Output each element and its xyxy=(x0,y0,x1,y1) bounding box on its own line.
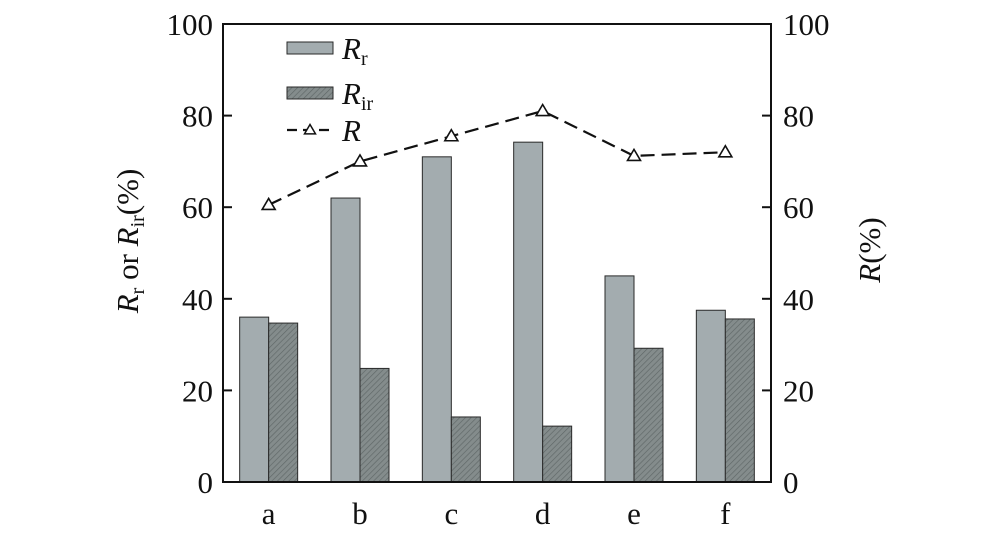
bar-Rir-f xyxy=(724,318,755,483)
legend-label-main: R xyxy=(341,31,361,66)
x-tick-label-e: e xyxy=(627,496,641,531)
point-R-e xyxy=(626,147,642,162)
y-axis-label-part: R xyxy=(110,227,145,247)
bar-Rr-d xyxy=(513,141,544,483)
y-axis-label: Rr or Rir(%) xyxy=(110,169,149,315)
point-R-c xyxy=(443,128,460,142)
point-R-b xyxy=(352,153,368,167)
bar-Rir-d xyxy=(542,425,573,483)
x-tick-label-d: d xyxy=(535,496,551,531)
x-tick-label-b: b xyxy=(352,496,368,531)
legend-label-Rr: Rr xyxy=(341,31,368,70)
legend-label-main: R xyxy=(341,76,361,111)
bars-group xyxy=(239,141,755,483)
legend-swatch-Rir xyxy=(286,86,334,100)
y-axis-label-part: r xyxy=(127,287,149,294)
y-tick-label: 80 xyxy=(182,99,213,134)
legend-label-sub: ir xyxy=(361,93,374,115)
axis-labels: Rr or Rir(%)R(%) xyxy=(110,169,887,315)
line-R xyxy=(268,109,726,206)
legend-label-main: R xyxy=(341,113,361,148)
y2-tick-label: 0 xyxy=(783,465,799,500)
y-tick-label: 60 xyxy=(182,190,213,225)
y-axis-label-part: or xyxy=(110,246,145,287)
y2-axis-label-part: (%) xyxy=(852,217,887,263)
point-R-a xyxy=(260,196,277,211)
line-series-group xyxy=(260,102,734,211)
bar-Rr-f xyxy=(695,309,726,483)
y-tick-label: 100 xyxy=(167,7,214,42)
y2-tick-label: 40 xyxy=(783,282,814,317)
y2-tick-label: 100 xyxy=(783,7,830,42)
bar-Rr-a xyxy=(239,316,270,483)
legend-label-Rir: Rir xyxy=(341,76,373,115)
bar-Rir-c xyxy=(450,416,481,483)
bar-Rr-c xyxy=(421,156,452,483)
x-tick-label-f: f xyxy=(720,496,731,531)
legend-label-sub: r xyxy=(361,48,368,70)
legend-label-R: R xyxy=(341,113,361,148)
y-axis-label-part: R xyxy=(110,294,145,314)
legend-swatch-Rr xyxy=(286,41,334,55)
bar-Rir-a xyxy=(268,322,299,483)
legend-marker-R xyxy=(303,123,317,135)
bar-Rr-b xyxy=(330,197,361,483)
x-tick-label-c: c xyxy=(444,496,458,531)
bar-Rr-e xyxy=(604,275,635,483)
y-tick-label: 40 xyxy=(182,282,213,317)
y-tick-label: 0 xyxy=(198,465,214,500)
point-R-d xyxy=(534,102,551,117)
bar-Rir-e xyxy=(633,347,664,483)
y-axis-label-part: (%) xyxy=(110,169,145,215)
y-axis-label-part: ir xyxy=(127,215,149,228)
bar-Rir-b xyxy=(359,367,390,483)
y2-axis-label-part: R xyxy=(852,264,887,284)
plot-frame xyxy=(222,23,772,483)
point-R-f xyxy=(717,144,734,158)
y-tick-label: 20 xyxy=(182,373,213,408)
y2-tick-label: 60 xyxy=(783,190,814,225)
axes-group: 0 20 40 60 80 100 0 20 40 60 80 100 a b c d e f xyxy=(167,7,830,531)
y2-tick-label: 20 xyxy=(783,373,814,408)
y2-axis-label: R(%) xyxy=(852,217,887,283)
y2-tick-label: 80 xyxy=(783,99,814,134)
x-tick-label-a: a xyxy=(262,496,276,531)
